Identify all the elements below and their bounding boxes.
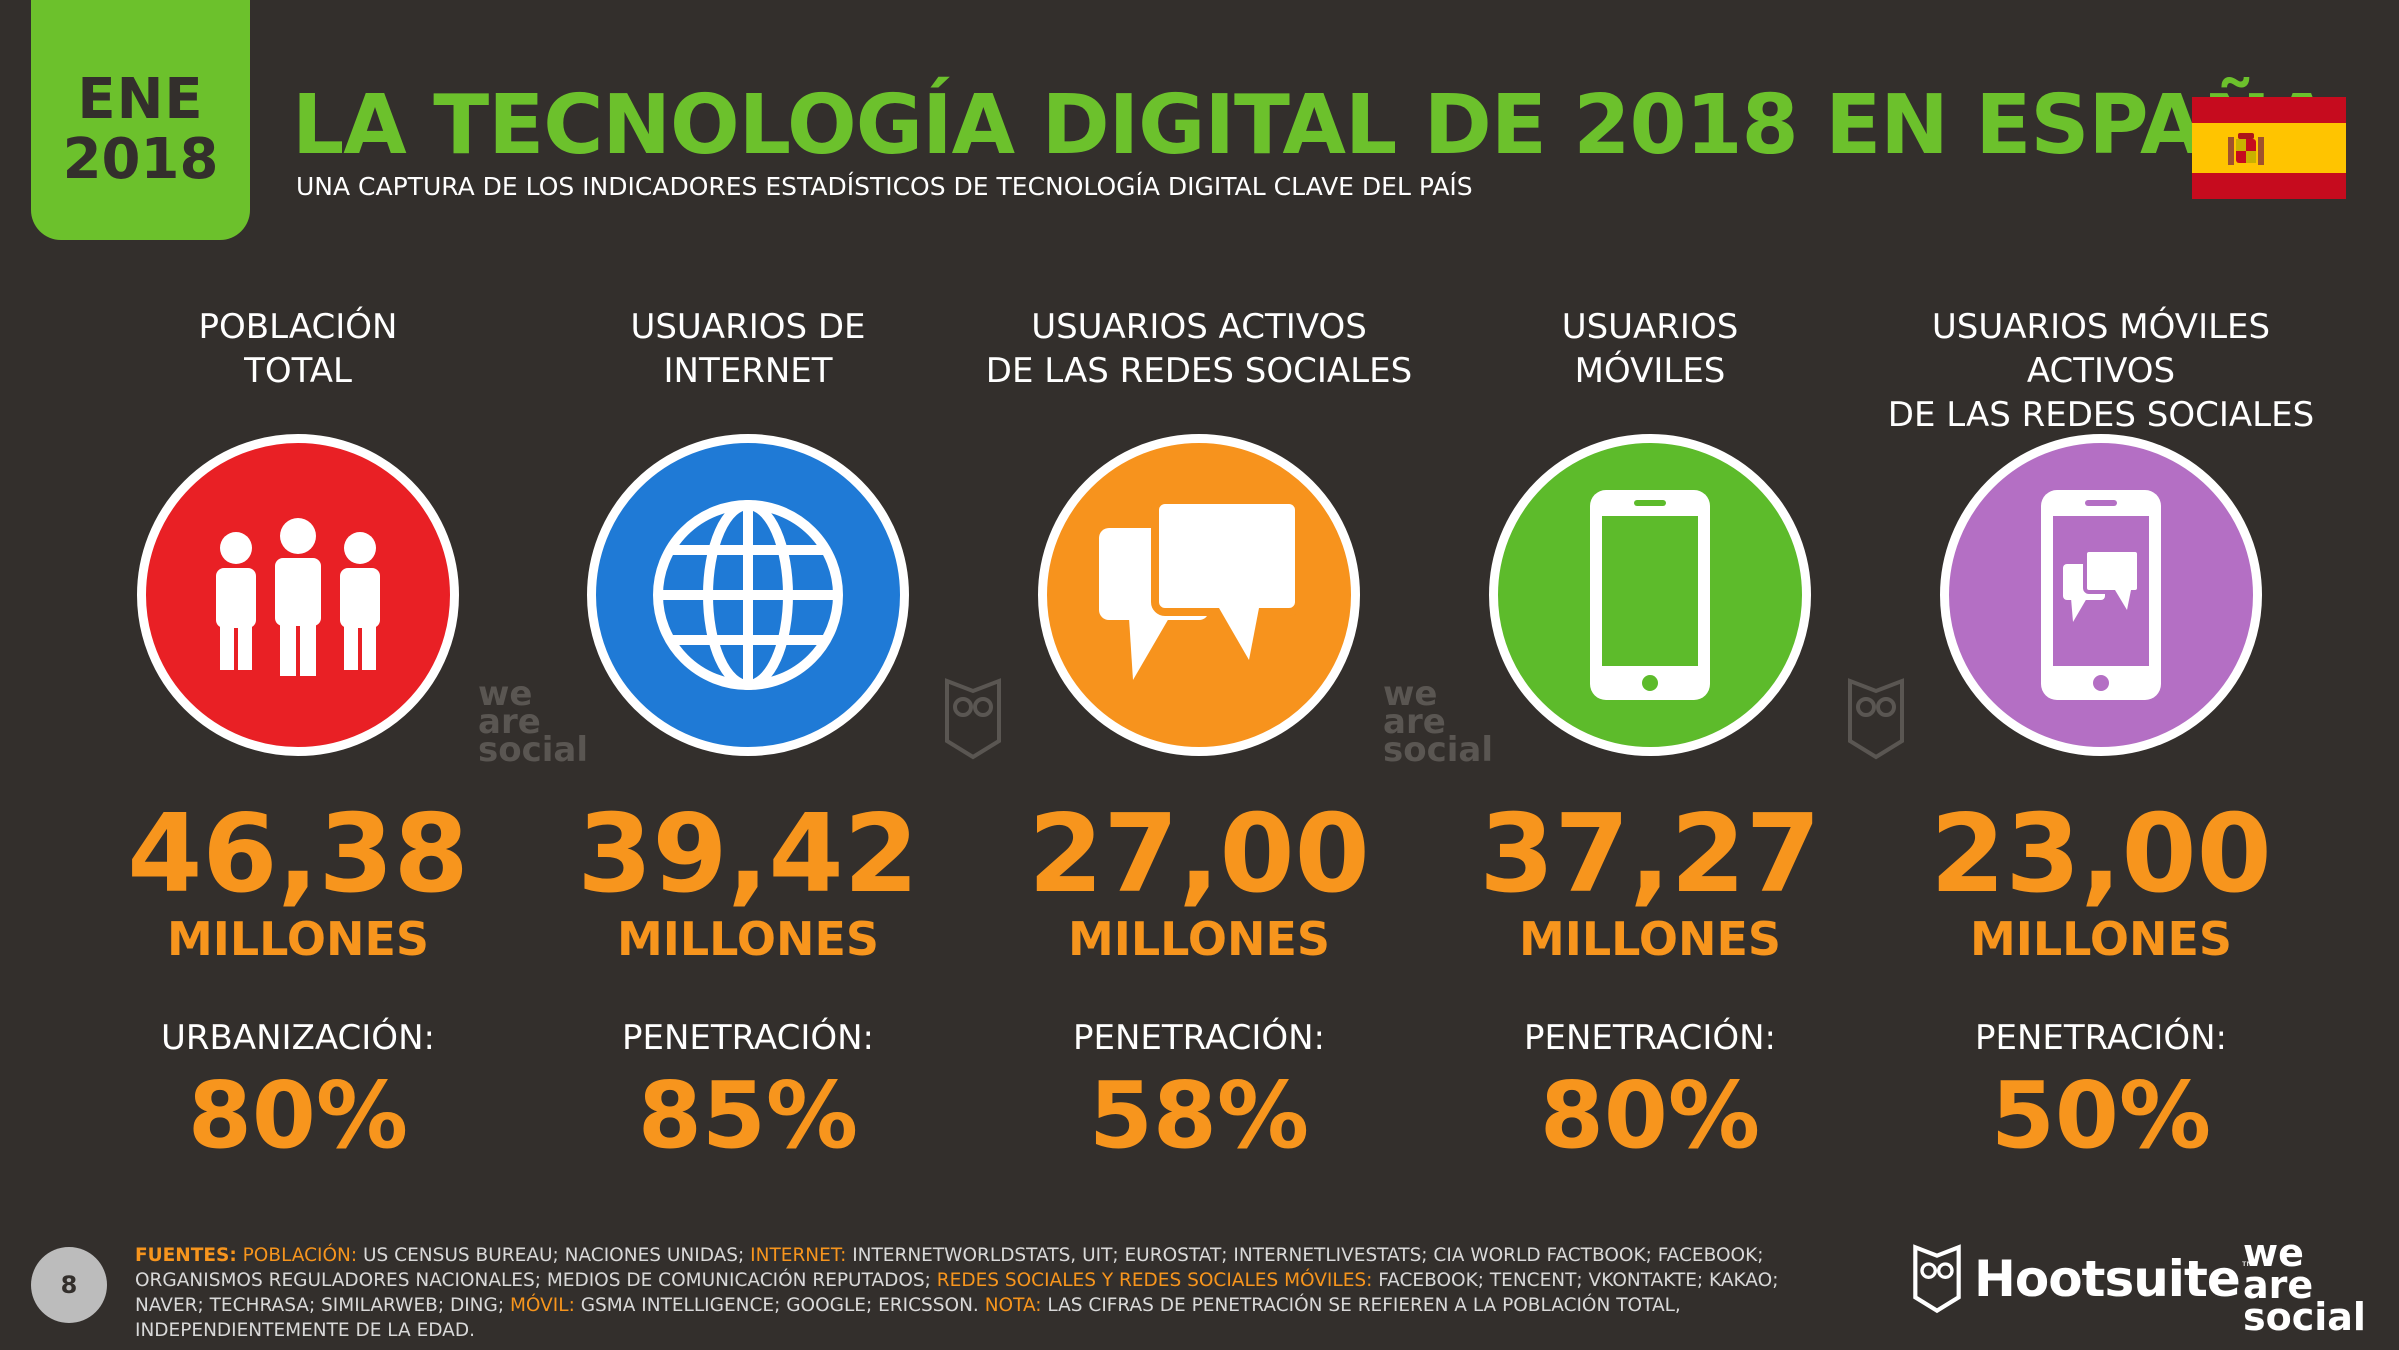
stat-column-mobile-social: USUARIOS MÓVILES ACTIVOS DE LAS REDES SOC… <box>1881 305 2321 435</box>
we-are-social-logo: we are social <box>2243 1231 2366 1339</box>
stat-value: 37,27 <box>1479 792 1821 917</box>
stat-unit: MILLONES <box>166 912 430 966</box>
stat-sub-value: 58% <box>1088 1062 1310 1169</box>
internet-circle <box>587 434 909 756</box>
page-number: 8 <box>31 1247 107 1323</box>
stat-value: 23,00 <box>1930 792 2272 917</box>
stat-sub-label: PENETRACIÓN: <box>622 1018 874 1058</box>
stat-sub-label: URBANIZACIÓN: <box>161 1018 435 1058</box>
stat-sub-label: PENETRACIÓN: <box>1524 1018 1776 1058</box>
stat-unit: MILLONES <box>1518 912 1782 966</box>
hootsuite-logo: Hootsuite ™ <box>1912 1244 2256 1314</box>
globe-icon <box>653 500 843 690</box>
badge-month: ENE <box>77 67 204 132</box>
stat-column-mobile: USUARIOS MÓVILES <box>1430 305 1870 415</box>
stat-value: 27,00 <box>1028 792 1370 917</box>
stat-column-social: USUARIOS ACTIVOS DE LAS REDES SOCIALES <box>979 305 1419 415</box>
stat-sub-label: PENETRACIÓN: <box>1975 1018 2227 1058</box>
page-title: LA TECNOLOGÍA DIGITAL DE 2018 EN ESPAÑA <box>292 78 2334 173</box>
mobile-circle <box>1489 434 1811 756</box>
stat-sub-label: PENETRACIÓN: <box>1073 1018 1325 1058</box>
stat-sub-value: 80% <box>187 1062 409 1169</box>
mobile-phone-icon <box>1590 490 1710 700</box>
footer-sources: FUENTES: POBLACIÓN: US CENSUS BUREAU; NA… <box>135 1245 1779 1341</box>
chat-bubbles-icon <box>1099 500 1299 680</box>
hootsuite-owl-icon <box>1913 1244 1961 1314</box>
page-subtitle: UNA CAPTURA DE LOS INDICADORES ESTADÍSTI… <box>296 172 1473 201</box>
owl-watermark-icon <box>1848 678 1904 760</box>
population-circle <box>137 434 459 756</box>
mobile-social-circle <box>1940 434 2262 756</box>
watermark-we-are-social: we are social <box>478 674 589 770</box>
social-circle <box>1038 434 1360 756</box>
stat-label: USUARIOS MÓVILES <box>1561 307 1739 391</box>
stat-column-population: POBLACIÓN TOTAL <box>78 305 518 415</box>
watermark-we-are-social: we are social <box>1383 674 1494 770</box>
mobile-social-icon <box>2041 490 2161 700</box>
date-badge: ENE 2018 <box>31 0 250 240</box>
owl-watermark-icon <box>945 678 1001 760</box>
badge-year: 2018 <box>62 127 219 192</box>
people-icon <box>216 518 380 676</box>
stat-label: USUARIOS MÓVILES ACTIVOS DE LAS REDES SOC… <box>1887 307 2315 435</box>
stat-sub-value: 50% <box>1990 1062 2212 1169</box>
stat-label: POBLACIÓN TOTAL <box>198 307 398 391</box>
spain-flag-icon <box>2192 97 2346 199</box>
stat-value: 39,42 <box>577 792 919 917</box>
stat-unit: MILLONES <box>1969 912 2233 966</box>
stat-sub-value: 85% <box>637 1062 859 1169</box>
stat-unit: MILLONES <box>1067 912 1331 966</box>
stat-sub-value: 80% <box>1539 1062 1761 1169</box>
stat-label: USUARIOS DE INTERNET <box>630 307 866 391</box>
stat-label: USUARIOS ACTIVOS DE LAS REDES SOCIALES <box>985 307 1413 391</box>
stat-unit: MILLONES <box>616 912 880 966</box>
stat-value: 46,38 <box>127 792 469 917</box>
stat-column-internet: USUARIOS DE INTERNET <box>528 305 968 415</box>
